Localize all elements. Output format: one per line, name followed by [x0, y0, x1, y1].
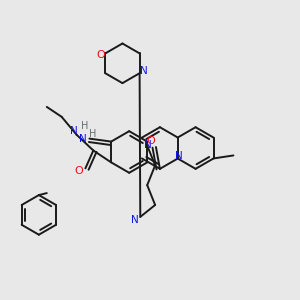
Text: O: O [96, 50, 105, 60]
Text: H: H [89, 129, 96, 139]
Text: N: N [140, 66, 147, 76]
Text: N: N [144, 140, 152, 150]
Text: N: N [131, 215, 139, 225]
Text: N: N [175, 152, 183, 161]
Text: O: O [147, 136, 155, 146]
Text: N: N [79, 134, 86, 144]
Text: O: O [74, 166, 83, 176]
Text: N: N [70, 126, 77, 136]
Text: H: H [81, 121, 88, 131]
